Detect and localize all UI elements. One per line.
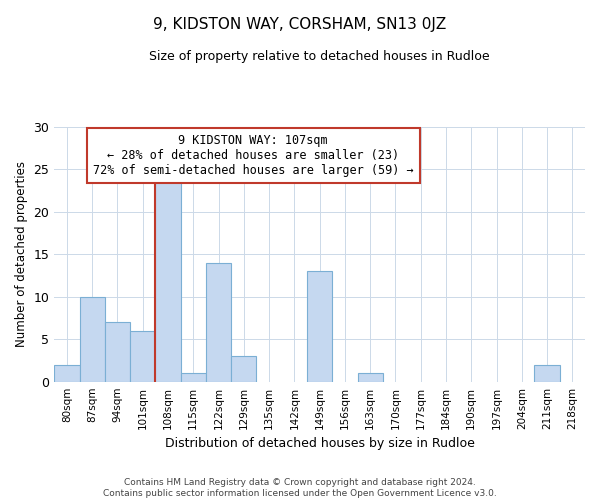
Bar xyxy=(155,178,181,382)
Text: 9, KIDSTON WAY, CORSHAM, SN13 0JZ: 9, KIDSTON WAY, CORSHAM, SN13 0JZ xyxy=(154,18,446,32)
Bar xyxy=(307,271,332,382)
Title: Size of property relative to detached houses in Rudloe: Size of property relative to detached ho… xyxy=(149,50,490,63)
Bar xyxy=(80,296,105,382)
Bar xyxy=(206,262,231,382)
Bar xyxy=(535,364,560,382)
Bar xyxy=(181,373,206,382)
Bar xyxy=(54,364,80,382)
Text: Contains HM Land Registry data © Crown copyright and database right 2024.
Contai: Contains HM Land Registry data © Crown c… xyxy=(103,478,497,498)
Text: 9 KIDSTON WAY: 107sqm
← 28% of detached houses are smaller (23)
72% of semi-deta: 9 KIDSTON WAY: 107sqm ← 28% of detached … xyxy=(93,134,413,178)
Bar xyxy=(358,373,383,382)
X-axis label: Distribution of detached houses by size in Rudloe: Distribution of detached houses by size … xyxy=(165,437,475,450)
Bar xyxy=(231,356,256,382)
Y-axis label: Number of detached properties: Number of detached properties xyxy=(15,161,28,347)
Bar xyxy=(130,330,155,382)
Bar xyxy=(105,322,130,382)
